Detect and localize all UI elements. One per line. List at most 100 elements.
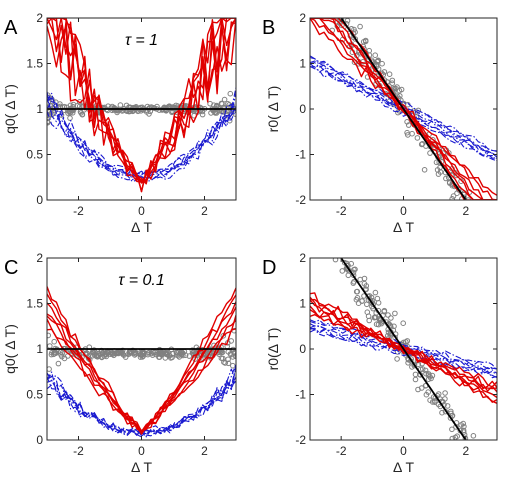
y-tick-label: 0.5 <box>26 148 43 162</box>
gray-point <box>391 323 397 330</box>
blue-series <box>47 105 236 182</box>
gray-point <box>207 100 213 107</box>
y-tick-label: -1 <box>295 148 306 162</box>
red-series <box>310 298 497 403</box>
gray-point <box>173 349 180 356</box>
gray-point <box>47 366 52 372</box>
gray-point <box>386 71 393 77</box>
y-tick-label: -2 <box>295 433 306 447</box>
blue-series <box>47 375 236 435</box>
y-tick-label: 2 <box>299 11 306 25</box>
gray-point <box>366 317 373 324</box>
gray-point <box>341 259 348 266</box>
y-tick-label: 2 <box>299 251 306 265</box>
gray-point <box>357 23 363 30</box>
gray-point <box>169 109 175 116</box>
gray-point <box>67 115 73 121</box>
panel-D: -2 0 2 -2 -1 0 1 2 Δ T r0(Δ T) D <box>262 251 498 475</box>
gray-point <box>109 107 115 114</box>
gray-point <box>389 77 396 84</box>
gray-point <box>385 329 392 336</box>
y-tick-label: 1 <box>299 297 306 311</box>
blue-series <box>47 366 236 436</box>
red-series <box>47 18 236 185</box>
gray-point <box>212 110 219 116</box>
panel-letter: B <box>262 17 275 39</box>
gray-point <box>90 350 96 356</box>
gray-point <box>439 409 445 416</box>
blue-series <box>310 55 497 153</box>
gray-point <box>137 354 144 360</box>
gray-point <box>411 361 418 368</box>
gray-point <box>405 360 411 366</box>
gray-point <box>361 280 368 287</box>
gray-point <box>412 376 419 383</box>
gray-point <box>364 309 371 316</box>
gray-point <box>149 352 156 358</box>
blue-series <box>310 327 497 376</box>
x-axis-label: Δ T <box>393 219 414 235</box>
gray-point <box>146 349 152 356</box>
blue-series <box>310 57 497 152</box>
gray-point <box>225 360 232 367</box>
gray-point <box>458 422 465 428</box>
gray-point <box>392 310 398 317</box>
y-tick-label: 2 <box>36 251 43 265</box>
gray-point <box>427 150 433 156</box>
gray-point <box>49 349 55 356</box>
blue-series <box>310 320 497 370</box>
gray-point <box>354 288 361 295</box>
gray-point <box>230 362 236 369</box>
gray-point <box>449 435 456 440</box>
panel-letter: C <box>4 257 18 279</box>
gray-point <box>373 321 380 328</box>
y-tick-label: 1 <box>36 102 43 116</box>
panel-A: -2 0 2 0 0.5 1 1.5 2 Δ T q0( Δ T) τ = 1 A <box>2 11 237 235</box>
y-tick-label: 0 <box>36 433 43 447</box>
gray-point <box>470 433 477 439</box>
gray-point <box>405 122 412 128</box>
y-tick-label: 0 <box>36 193 43 207</box>
gray-point <box>418 385 425 391</box>
gray-point <box>156 354 163 360</box>
blue-series <box>310 60 497 156</box>
blue-series <box>47 363 236 438</box>
gray-point <box>94 354 101 360</box>
y-tick-label: 1 <box>36 342 43 356</box>
x-tick-label: -2 <box>336 204 347 218</box>
gray-point <box>173 102 179 109</box>
reference-line <box>340 18 467 200</box>
gray-point <box>109 350 116 356</box>
gray-point <box>67 102 74 109</box>
gray-point <box>388 315 394 321</box>
gray-point <box>425 371 432 377</box>
gray-point <box>339 22 345 29</box>
y-axis-label: q0( Δ T) <box>2 324 18 374</box>
y-tick-label: -1 <box>295 388 306 402</box>
gray-point <box>450 193 457 199</box>
red-series <box>47 315 236 433</box>
gray-point <box>419 366 426 372</box>
red-series <box>310 292 497 404</box>
x-tick-label: 2 <box>462 444 469 458</box>
x-tick-label: 0 <box>400 444 407 458</box>
gray-point <box>375 57 382 64</box>
plot-area <box>47 286 236 438</box>
gray-point <box>123 102 130 109</box>
x-tick-label: 0 <box>138 204 145 218</box>
gray-point <box>229 354 236 360</box>
tau-annotation: τ = 0.1 <box>118 272 164 289</box>
gray-point <box>228 338 234 344</box>
gray-point <box>79 111 86 118</box>
gray-point <box>371 314 378 321</box>
gray-point <box>47 343 53 349</box>
gray-point <box>422 367 429 374</box>
x-tick-label: 2 <box>462 204 469 218</box>
blue-series <box>47 87 236 176</box>
gray-point <box>359 298 365 304</box>
gray-point <box>70 101 77 108</box>
panel-B: -2 0 2 -2 -1 0 1 2 Δ T r0( Δ T) B <box>262 11 498 235</box>
gray-point <box>55 360 62 367</box>
red-series <box>47 293 236 433</box>
